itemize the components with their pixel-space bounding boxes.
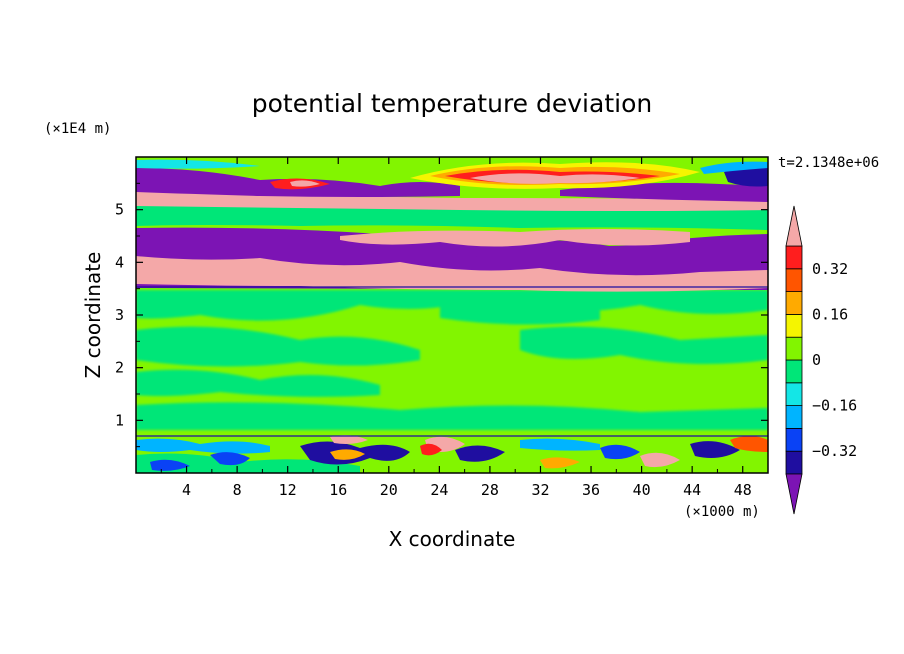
- x-scale-label: (×1000 m): [684, 504, 760, 520]
- chart-title: potential temperature deviation: [252, 89, 652, 118]
- colorbar-label: 0.32: [812, 260, 848, 278]
- colorbar-label: −0.16: [812, 397, 857, 415]
- x-tick-label: 36: [582, 481, 600, 499]
- x-tick-label: 4: [182, 481, 191, 499]
- x-tick-label: 32: [531, 481, 549, 499]
- x-tick-label: 48: [734, 481, 752, 499]
- y-tick-label: 4: [115, 253, 124, 271]
- colorbar-swatch: [785, 268, 803, 292]
- colorbar-swatch: [785, 336, 803, 361]
- upper-layers: [136, 159, 768, 292]
- mid-layer-mottling: [136, 290, 768, 430]
- y-tick-label: 1: [115, 411, 124, 429]
- y-scale-label: (×1E4 m): [44, 121, 111, 137]
- colorbar: 0.32 0.16 0 −0.16 −0.32: [785, 205, 857, 515]
- x-tick-label: 44: [683, 481, 701, 499]
- x-axis: 4 8 12 16 20 24 28 32 36 40 44 48: [160, 157, 752, 499]
- colorbar-swatch: [785, 359, 803, 384]
- colorbar-extend-max: [785, 205, 803, 247]
- boundary-layer-eddies: [136, 435, 768, 473]
- x-axis-title: X coordinate: [389, 527, 516, 551]
- colorbar-label: 0: [812, 351, 821, 369]
- y-axis: 1 2 3 4 5: [115, 182, 768, 448]
- y-tick-label: 5: [115, 201, 124, 219]
- x-tick-label: 20: [380, 481, 398, 499]
- y-tick-label: 3: [115, 306, 124, 324]
- colorbar-swatch: [785, 245, 803, 270]
- y-axis-title: Z coordinate: [81, 252, 105, 379]
- time-label: t=2.1348e+06: [778, 155, 879, 171]
- x-tick-label: 28: [481, 481, 499, 499]
- contour-field: [136, 157, 768, 473]
- x-tick-label: 8: [233, 481, 242, 499]
- colorbar-swatch: [785, 291, 803, 315]
- colorbar-label: 0.16: [812, 305, 848, 323]
- x-tick-label: 24: [430, 481, 448, 499]
- x-tick-label: 16: [329, 481, 347, 499]
- x-tick-label: 40: [633, 481, 651, 499]
- colorbar-swatch: [785, 313, 803, 338]
- colorbar-swatch: [785, 405, 803, 429]
- colorbar-extend-min: [785, 473, 803, 515]
- colorbar-swatch: [785, 450, 803, 475]
- colorbar-swatch: [785, 382, 803, 406]
- y-tick-label: 2: [115, 359, 124, 377]
- colorbar-label: −0.32: [812, 442, 857, 460]
- x-tick-label: 12: [279, 481, 297, 499]
- colorbar-swatch: [785, 427, 803, 452]
